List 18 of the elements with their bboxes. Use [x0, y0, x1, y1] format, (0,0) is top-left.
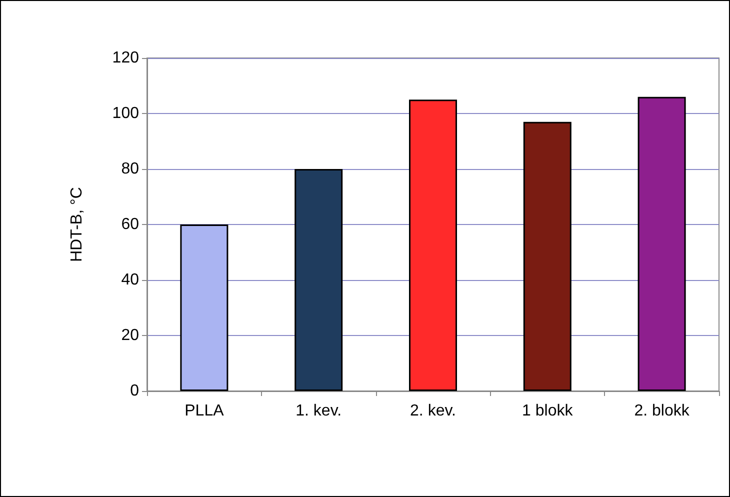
x-tick-label: 1 blokk — [522, 402, 574, 420]
x-tick-label: 1. kev. — [296, 402, 342, 420]
bar — [638, 96, 686, 391]
bar — [409, 100, 457, 391]
y-tick-label: 120 — [112, 50, 140, 66]
y-tick-label: 100 — [112, 105, 140, 122]
y-tick-label: 0 — [130, 382, 140, 400]
y-tick-label: 60 — [121, 216, 140, 233]
y-tick-label: 80 — [121, 160, 140, 178]
y-axis-title: HDT-B, °C — [68, 187, 86, 262]
bar — [180, 224, 228, 391]
y-tick-label: 40 — [121, 272, 140, 288]
x-tick-label: PLLA — [184, 402, 224, 420]
y-tick-label: 20 — [121, 327, 140, 344]
x-tick-label: 2. blokk — [634, 402, 690, 420]
x-tick-label: 2. kev. — [410, 402, 456, 420]
bar — [294, 169, 343, 391]
bar — [523, 122, 572, 391]
